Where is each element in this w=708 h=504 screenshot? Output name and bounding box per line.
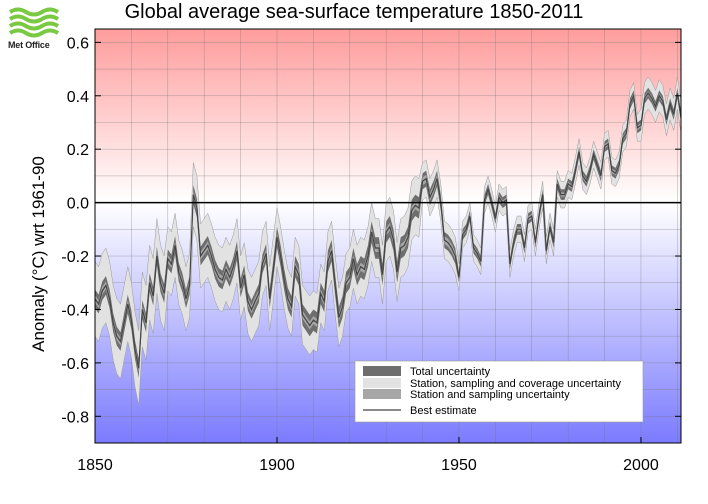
x-tick-label: 2000 [623,457,659,474]
y-tick-label: 0.2 [67,142,89,159]
legend-swatch-coverage-uncertainty [363,378,401,388]
legend-box [354,360,644,423]
legend-swatch-sampling-uncertainty [363,389,401,399]
chart-title: Global average sea-surface temperature 1… [124,1,584,23]
met-office-wave-icon [8,7,60,38]
legend-swatch-total-uncertainty [363,366,401,376]
legend-label: Best estimate [410,405,477,417]
sampling-uncertainty-band [95,91,681,373]
y-axis-ticks: -0.8 -0.6 -0.4 -0.2 0.0 0.2 0.4 0.6 [61,35,681,426]
y-tick-label: 0.4 [67,89,89,106]
y-tick-label: -0.4 [61,302,89,319]
y-tick-label: -0.6 [61,356,89,373]
met-office-logo [8,6,68,60]
y-tick-label: -0.2 [61,249,89,266]
x-tick-label: 1850 [77,457,113,474]
y-tick-label: 0.6 [67,35,89,52]
best-estimate-line [94,92,682,369]
met-office-logo-text: Met Office [8,40,50,50]
legend-label: Station and sampling uncertainty [410,389,570,401]
y-axis-title: Anomaly (°C) wrt 1961-90 [29,156,48,352]
y-tick-label: -0.8 [61,409,89,426]
legend-label: Station, sampling and coverage uncertain… [410,378,621,390]
x-axis-ticks: 1850 1900 1950 2000 [77,437,659,474]
y-tick-label: 0.0 [67,196,89,213]
legend-label: Total uncertainty [410,366,491,378]
x-tick-label: 1950 [441,457,477,474]
x-tick-label: 1900 [259,457,295,474]
plot-frame [94,28,682,444]
